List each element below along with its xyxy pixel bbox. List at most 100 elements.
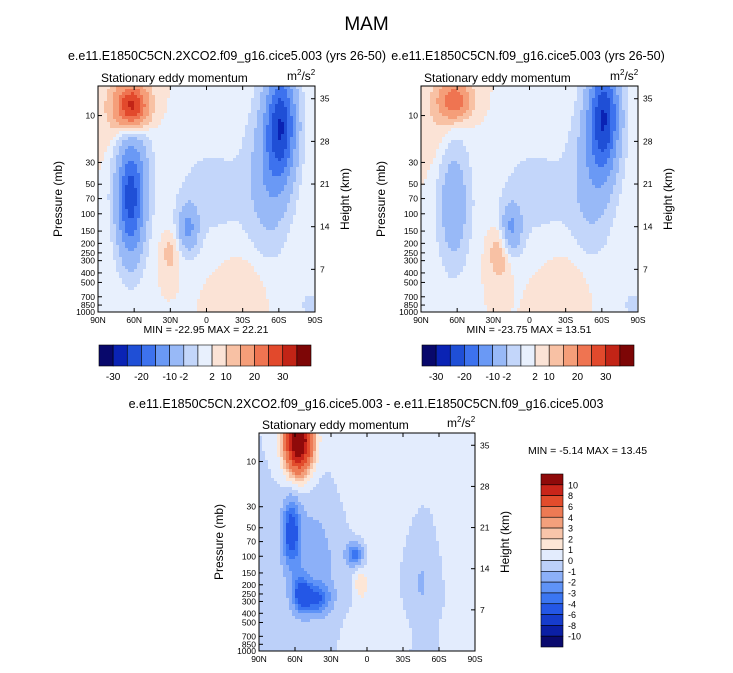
field-cell — [284, 101, 288, 105]
field-cell — [254, 89, 258, 93]
field-cell — [137, 239, 141, 243]
field-cell — [155, 206, 159, 210]
field-cell — [248, 140, 252, 144]
field-cell — [293, 203, 297, 207]
field-cell — [119, 194, 123, 198]
field-cell — [287, 161, 291, 165]
field-cell — [98, 275, 102, 279]
field-cell — [293, 176, 297, 180]
field-cell — [131, 218, 135, 222]
field-cell — [299, 188, 303, 192]
field-cell — [209, 107, 213, 111]
field-cell — [311, 101, 315, 105]
field-cell — [185, 122, 189, 126]
field-cell — [278, 197, 282, 201]
field-cell — [152, 224, 156, 228]
field-cell — [290, 176, 294, 180]
field-cell — [101, 170, 105, 174]
field-cell — [104, 86, 108, 90]
field-cell — [308, 284, 312, 288]
field-cell — [302, 128, 306, 132]
field-cell — [275, 218, 279, 222]
field-cell — [128, 275, 132, 279]
field-cell — [305, 119, 309, 123]
field-cell — [164, 107, 168, 111]
field-cell — [191, 278, 195, 282]
field-cell — [161, 200, 165, 204]
field-cell — [254, 101, 258, 105]
field-cell — [107, 125, 111, 129]
field-cell — [227, 218, 231, 222]
field-cell — [185, 257, 189, 261]
field-cell — [131, 224, 135, 228]
field-cell — [245, 230, 249, 234]
field-cell — [218, 275, 222, 279]
field-cell — [239, 116, 243, 120]
field-cell — [143, 86, 147, 90]
field-cell — [122, 125, 126, 129]
field-cell — [236, 137, 240, 141]
field-cell — [275, 206, 279, 210]
field-cell — [179, 233, 183, 237]
field-cell — [143, 146, 147, 150]
field-cell — [311, 158, 315, 162]
field-cell — [188, 206, 192, 210]
field-cell — [308, 203, 312, 207]
field-cell — [200, 89, 204, 93]
field-cell — [104, 284, 108, 288]
field-cell — [197, 137, 201, 141]
field-cell — [98, 179, 102, 183]
field-cell — [197, 194, 201, 198]
field-cell — [221, 185, 225, 189]
field-cell — [203, 107, 207, 111]
field-cell — [176, 98, 180, 102]
field-cell — [218, 206, 222, 210]
field-cell — [98, 233, 102, 237]
field-cell — [248, 146, 252, 150]
field-cell — [254, 230, 258, 234]
field-cell — [263, 248, 267, 252]
field-cell — [152, 242, 156, 246]
field-cell — [269, 197, 273, 201]
field-cell — [290, 137, 294, 141]
field-cell — [272, 224, 276, 228]
field-cell — [203, 215, 207, 219]
field-cell — [215, 95, 219, 99]
field-cell — [164, 89, 168, 93]
field-cell — [104, 251, 108, 255]
field-cell — [284, 206, 288, 210]
field-cell — [152, 152, 156, 156]
field-cell — [287, 272, 291, 276]
field-cell — [194, 134, 198, 138]
field-cell — [194, 221, 198, 225]
field-cell — [146, 236, 150, 240]
field-cell — [290, 128, 294, 132]
field-cell — [311, 149, 315, 153]
field-cell — [203, 173, 207, 177]
field-cell — [116, 185, 120, 189]
field-cell — [296, 281, 300, 285]
field-cell — [257, 257, 261, 261]
field-cell — [215, 140, 219, 144]
field-cell — [302, 86, 306, 90]
field-cell — [275, 284, 279, 288]
field-cell — [293, 242, 297, 246]
field-cell — [182, 209, 186, 213]
field-cell — [287, 215, 291, 219]
field-cell — [257, 143, 261, 147]
field-cell — [305, 161, 309, 165]
field-cell — [113, 164, 117, 168]
field-cell — [260, 200, 264, 204]
field-cell — [125, 185, 129, 189]
field-cell — [257, 278, 261, 282]
field-cell — [110, 164, 114, 168]
field-cell — [257, 86, 261, 90]
field-cell — [287, 170, 291, 174]
field-cell — [176, 272, 180, 276]
field-cell — [107, 185, 111, 189]
field-cell — [191, 242, 195, 246]
field-cell — [260, 176, 264, 180]
field-cell — [173, 95, 177, 99]
field-cell — [137, 269, 141, 273]
field-cell — [101, 230, 105, 234]
